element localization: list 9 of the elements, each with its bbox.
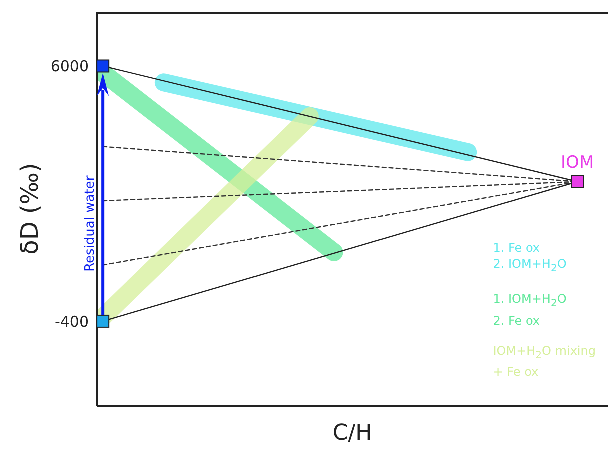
x-axis-title: C/H bbox=[332, 421, 372, 446]
y-tick-label: 6000 bbox=[50, 58, 89, 76]
series-label: IOM bbox=[561, 152, 594, 173]
y-tick-label: -400 bbox=[54, 312, 89, 331]
text: IOM+H$_{2}$O mixing + Fe ox bbox=[493, 342, 596, 380]
annotation: Residual water bbox=[83, 175, 98, 272]
text: 1. Fe ox 2. IOM+H$_{2}$O bbox=[493, 240, 568, 276]
text: 1. IOM+H$_{2}$O 2. Fe ox bbox=[493, 292, 567, 328]
y-axis-title: δD (‰) bbox=[16, 163, 44, 255]
